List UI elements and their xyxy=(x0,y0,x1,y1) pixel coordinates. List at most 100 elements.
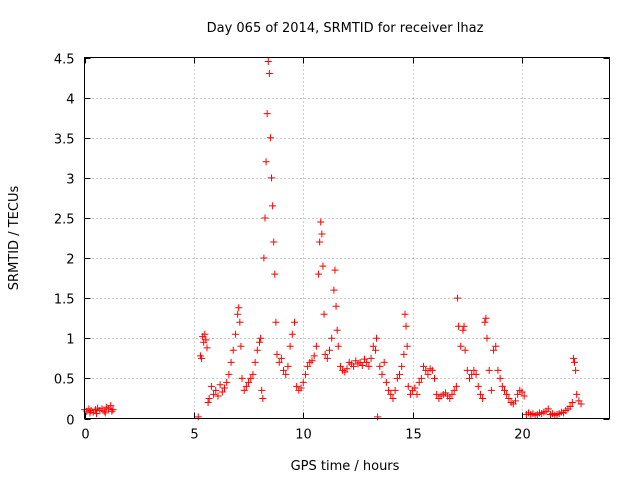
data-point xyxy=(284,362,292,370)
data-point xyxy=(258,386,266,394)
data-point xyxy=(266,134,274,142)
data-point xyxy=(237,342,245,350)
data-point xyxy=(304,362,312,370)
data-point xyxy=(463,366,471,374)
data-point xyxy=(389,394,397,402)
data-points xyxy=(81,58,585,421)
y-tick-label: 4.5 xyxy=(54,53,75,68)
data-point xyxy=(207,382,215,390)
y-tick-label: 3 xyxy=(66,173,74,188)
data-point xyxy=(272,318,280,326)
data-point xyxy=(482,314,490,322)
data-point xyxy=(101,409,109,417)
data-point xyxy=(242,382,250,390)
y-tick-label: 0.5 xyxy=(54,373,75,388)
data-point xyxy=(317,218,325,226)
data-point xyxy=(490,346,498,354)
data-point xyxy=(316,238,324,246)
data-point xyxy=(571,358,578,366)
data-point xyxy=(406,390,414,398)
chart-title: Day 065 of 2014, SRMTID for receiver lha… xyxy=(207,21,484,36)
data-point xyxy=(265,70,273,78)
data-point xyxy=(260,254,268,262)
x-tick-label: 15 xyxy=(405,428,422,443)
data-point xyxy=(518,388,526,396)
data-point xyxy=(453,294,461,302)
y-tick-labels: 0 0.5 1 1.5 2 2.5 3 3.5 4 4.5 xyxy=(54,53,75,429)
data-point xyxy=(328,334,336,342)
data-point xyxy=(301,370,309,378)
data-point xyxy=(422,366,430,374)
grid-lines xyxy=(84,57,610,419)
data-point xyxy=(450,386,458,394)
data-point xyxy=(268,174,276,182)
y-tick-label: 3.5 xyxy=(54,133,75,148)
data-point xyxy=(225,370,233,378)
data-point xyxy=(520,392,528,400)
data-point xyxy=(472,370,480,378)
data-point xyxy=(205,394,213,402)
data-point xyxy=(568,398,576,406)
data-point xyxy=(109,406,117,414)
data-point xyxy=(396,370,403,378)
data-point xyxy=(401,310,409,318)
data-point xyxy=(227,358,235,366)
data-point xyxy=(264,58,272,66)
data-point xyxy=(86,409,94,417)
data-point xyxy=(511,397,519,405)
data-point xyxy=(257,334,265,342)
data-point xyxy=(573,390,581,398)
y-tick-label: 2 xyxy=(66,253,74,268)
data-point xyxy=(498,382,506,390)
data-point xyxy=(108,407,116,415)
data-point xyxy=(494,366,502,374)
data-point xyxy=(275,358,283,366)
data-point xyxy=(286,342,294,350)
data-point xyxy=(572,366,580,374)
data-point xyxy=(212,386,220,394)
data-point xyxy=(282,370,290,378)
data-point xyxy=(318,230,326,238)
axis-ticks xyxy=(84,57,610,420)
data-point xyxy=(378,370,386,378)
data-point xyxy=(235,304,243,312)
data-point xyxy=(424,370,432,378)
data-point xyxy=(93,410,101,418)
data-point xyxy=(376,362,384,370)
data-point xyxy=(374,413,382,421)
data-point xyxy=(470,366,478,374)
data-point xyxy=(485,366,493,374)
data-point xyxy=(251,358,259,366)
data-point xyxy=(501,386,508,394)
data-point xyxy=(400,350,408,358)
data-point xyxy=(334,342,342,350)
data-point xyxy=(373,334,381,342)
data-point xyxy=(367,354,375,362)
data-point xyxy=(371,346,379,354)
data-point xyxy=(331,266,339,274)
y-axis-label: SRMTID / TECUs xyxy=(7,186,22,291)
data-point xyxy=(270,238,278,246)
data-point xyxy=(312,342,320,350)
data-point xyxy=(492,342,500,350)
data-point xyxy=(382,378,390,386)
data-point xyxy=(479,394,487,402)
data-point xyxy=(202,336,210,344)
x-tick-label: 0 xyxy=(81,428,89,443)
data-point xyxy=(315,270,323,278)
x-tick-label: 20 xyxy=(514,428,531,443)
data-point xyxy=(216,381,224,389)
data-point xyxy=(457,342,465,350)
data-point xyxy=(100,407,108,415)
plot-frame xyxy=(84,57,610,419)
data-point xyxy=(273,350,281,358)
x-tick-label: 10 xyxy=(295,428,312,443)
data-point xyxy=(332,302,340,310)
data-point xyxy=(350,362,358,370)
data-point xyxy=(403,342,411,350)
x-tick-labels: 0 5 10 15 20 xyxy=(81,428,530,443)
data-point xyxy=(336,362,344,370)
data-point xyxy=(503,390,511,398)
data-point xyxy=(514,390,522,398)
data-point xyxy=(404,382,412,390)
